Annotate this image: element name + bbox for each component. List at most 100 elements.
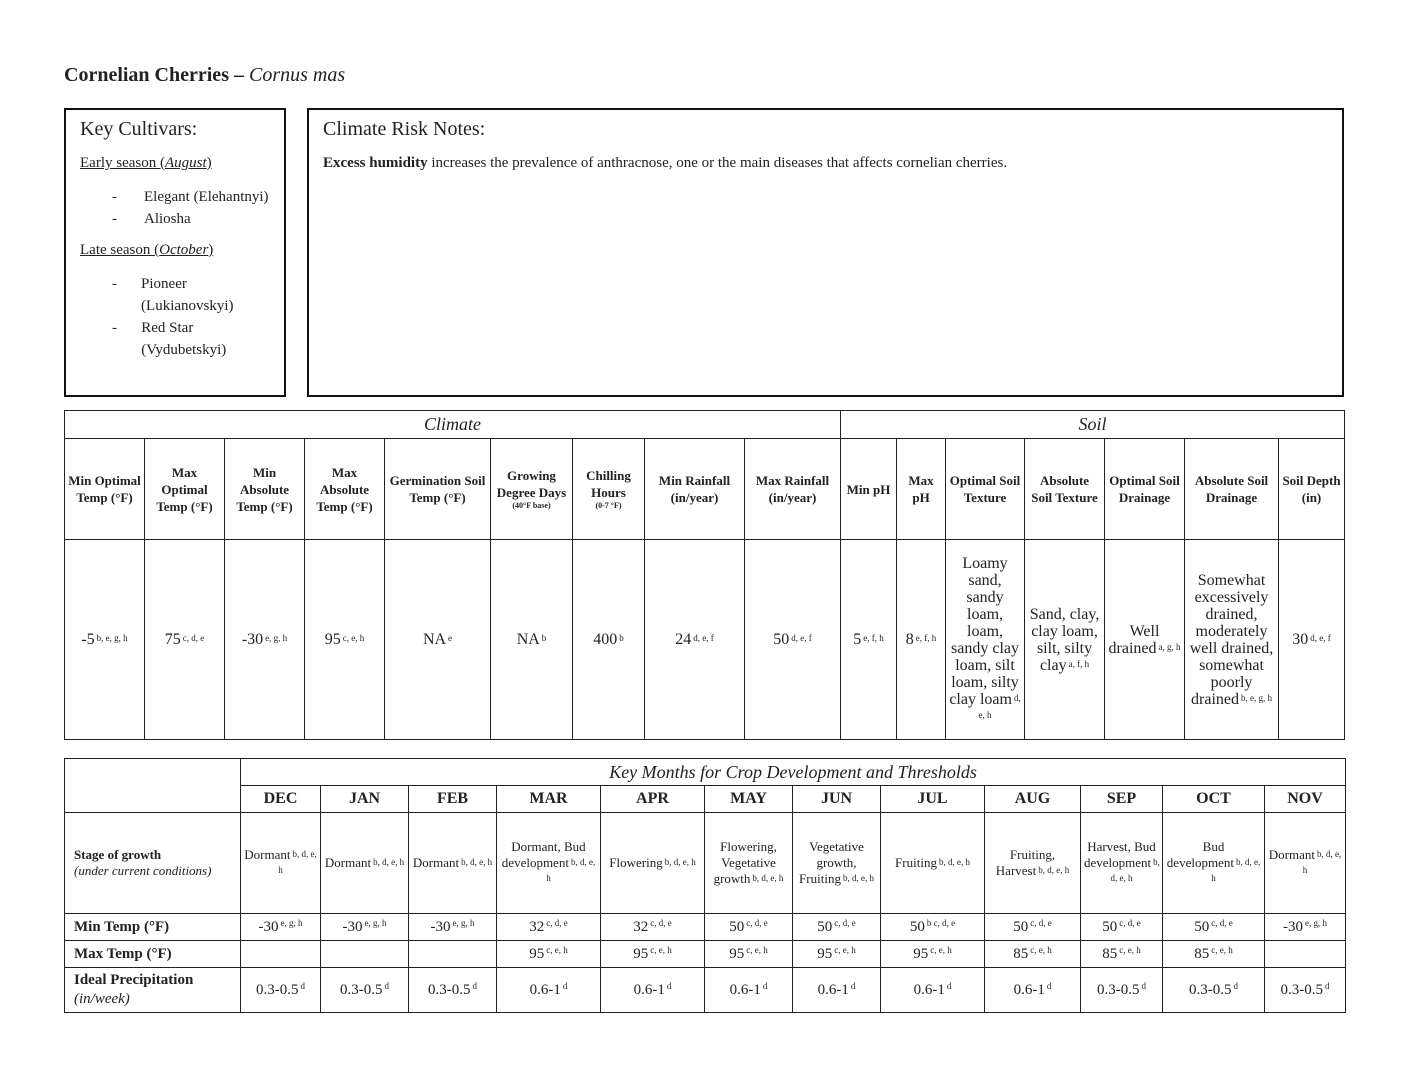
month-header: JUN	[792, 785, 881, 813]
cell-value: 75	[164, 631, 181, 648]
precip-cell: 0.6-1 d	[792, 967, 881, 1013]
header-text: Max Rainfall (in/year)	[755, 473, 830, 505]
citation: c, e, h	[746, 944, 768, 955]
risk-heading: Climate Risk Notes:	[323, 118, 486, 140]
citation: d, e, f	[693, 633, 714, 643]
stage-cell: Vegetative growth, Fruiting b, d, e, h	[792, 812, 881, 914]
cell-value: 85	[1102, 945, 1118, 962]
stage-cell: Flowering, Vegetative growth b, d, e, h	[704, 812, 793, 914]
season-label: Late season (October)	[80, 242, 270, 259]
column-header: Min Optimal Temp (°F)	[64, 438, 145, 540]
header-text: Chilling Hours	[586, 468, 631, 500]
cell-value: Dormant	[412, 855, 460, 870]
dash: -	[112, 211, 117, 227]
cell-value: 85	[1194, 945, 1210, 962]
column-header: Optimal Soil Drainage	[1104, 438, 1186, 540]
header-text: Absolute Soil Drainage	[1194, 473, 1269, 505]
season-month: August	[164, 155, 207, 171]
stage-cell: Fruiting, Harvest b, d, e, h	[984, 812, 1081, 914]
min-temp-label: Min Temp (°F)	[64, 913, 241, 941]
cell-value: -30	[1283, 918, 1303, 935]
cell-value: 0.3-0.5	[256, 981, 299, 998]
dash: -	[112, 320, 117, 336]
min-temp-cell: 50 b c, d, e	[880, 913, 985, 941]
header-text: Absolute Soil Texture	[1031, 473, 1098, 505]
cell-value: Well drained	[1108, 622, 1160, 657]
min-temp-cell: 50 c, d, e	[704, 913, 793, 941]
citation: c, d, e	[1119, 917, 1141, 928]
precip-cell: 0.3-0.5 d	[1080, 967, 1163, 1013]
cell-value: 50	[1194, 918, 1210, 935]
citation: e, f, h	[915, 633, 937, 643]
value-cell: NA e	[384, 539, 491, 740]
cell-value: 0.6-1	[817, 981, 849, 998]
stage-cell: Fruiting b, d, e, h	[880, 812, 985, 914]
cell-value: -30	[241, 631, 264, 648]
min-temp-cell: 32 c, d, e	[496, 913, 601, 941]
citation: d	[1141, 980, 1147, 991]
cell-value: Bud development	[1166, 839, 1234, 870]
cultivars-heading: Key Cultivars:	[80, 118, 198, 140]
min-temp-cell: -30 e, g, h	[240, 913, 321, 941]
value-cell: 95 c, e, h	[304, 539, 385, 740]
min-temp-cell: 32 c, d, e	[600, 913, 705, 941]
citation: c, e, h	[930, 944, 952, 955]
column-header: Growing Degree Days (40°F base)	[490, 438, 573, 540]
min-temp-cell: 50 c, d, e	[792, 913, 881, 941]
citation: b	[541, 633, 547, 643]
max-temp-label: Max Temp (°F)	[64, 940, 241, 968]
cell-value: -30	[430, 918, 451, 935]
key-months-table: Key Months for Crop Development and Thre…	[64, 758, 1347, 1013]
cell-value: 0.3-0.5	[1097, 981, 1140, 998]
cultivar-item: - Pioneer (Lukianovskyi)	[112, 273, 270, 317]
column-header: Max Absolute Temp (°F)	[304, 438, 385, 540]
citation: e, g, h	[1305, 917, 1327, 928]
month-header: JUL	[880, 785, 985, 813]
month-header: SEP	[1080, 785, 1163, 813]
citation: b, d, e, h	[664, 857, 696, 867]
citation: c, e, h	[1211, 944, 1233, 955]
page-title: Cornelian Cherries – Cornus mas	[64, 64, 346, 86]
citation: b, d, e, h	[373, 857, 405, 867]
cell-value: 0.3-0.5	[1280, 981, 1324, 998]
header-text: Min Rainfall (in/year)	[658, 473, 731, 505]
cell-value: Flowering, Vegetative growth	[713, 839, 777, 886]
citation: b, d, e, h	[1110, 857, 1160, 883]
header-text: Max Absolute Temp (°F)	[316, 464, 373, 514]
citation: d	[666, 980, 672, 991]
citation: b, d, e, h	[461, 857, 493, 867]
max-temp-cell: 95 c, e, h	[792, 940, 881, 968]
cell-value: 0.3-0.5	[1189, 981, 1232, 998]
value-cell: 5 e, f, h	[840, 539, 898, 740]
citation: e, g, h	[265, 633, 288, 643]
cell-value: Fruiting	[895, 855, 937, 870]
stage-cell: Dormant b, d, e, h	[240, 812, 321, 914]
cell-value: 30	[1292, 631, 1309, 648]
max-temp-cell: 85 c, e, h	[1162, 940, 1265, 968]
stage-cell: Dormant b, d, e, h	[408, 812, 497, 914]
citation: c, d, e	[546, 917, 568, 928]
cell-value: -30	[258, 918, 279, 935]
header-text: Max pH	[908, 473, 934, 505]
citation: b, d, e, h	[546, 857, 596, 883]
precip-cell: 0.6-1 d	[880, 967, 985, 1013]
climate-group-header: Climate	[63, 410, 842, 439]
month-header: DEC	[240, 785, 321, 813]
cell-value: 0.3-0.5	[340, 981, 383, 998]
header-text: Optimal Soil Texture	[949, 473, 1021, 505]
cultivar-item: - Elegant (Elehantnyi)	[112, 186, 270, 208]
value-cell: -5 b, e, g, h	[64, 539, 145, 740]
value-cell: Sand, clay, clay loam, silt, silty clay a…	[1024, 539, 1106, 740]
citation: c, e, h	[834, 944, 856, 955]
season-label: Early season (August)	[80, 155, 270, 172]
cell-value: 95	[913, 945, 929, 962]
max-temp-cell: 85 c, e, h	[1080, 940, 1163, 968]
value-cell: Loamy sand, sandy loam, loam, sandy clay…	[945, 539, 1026, 740]
header-text: Growing Degree Days	[496, 468, 567, 500]
cell-value: 95	[817, 945, 833, 962]
cultivar-name: Pioneer (Lukianovskyi)	[141, 276, 234, 314]
citation: c, e, h	[650, 944, 672, 955]
cell-value: 0.6-1	[633, 981, 665, 998]
citation: c, e, h	[546, 944, 568, 955]
citation: d	[1325, 980, 1330, 991]
